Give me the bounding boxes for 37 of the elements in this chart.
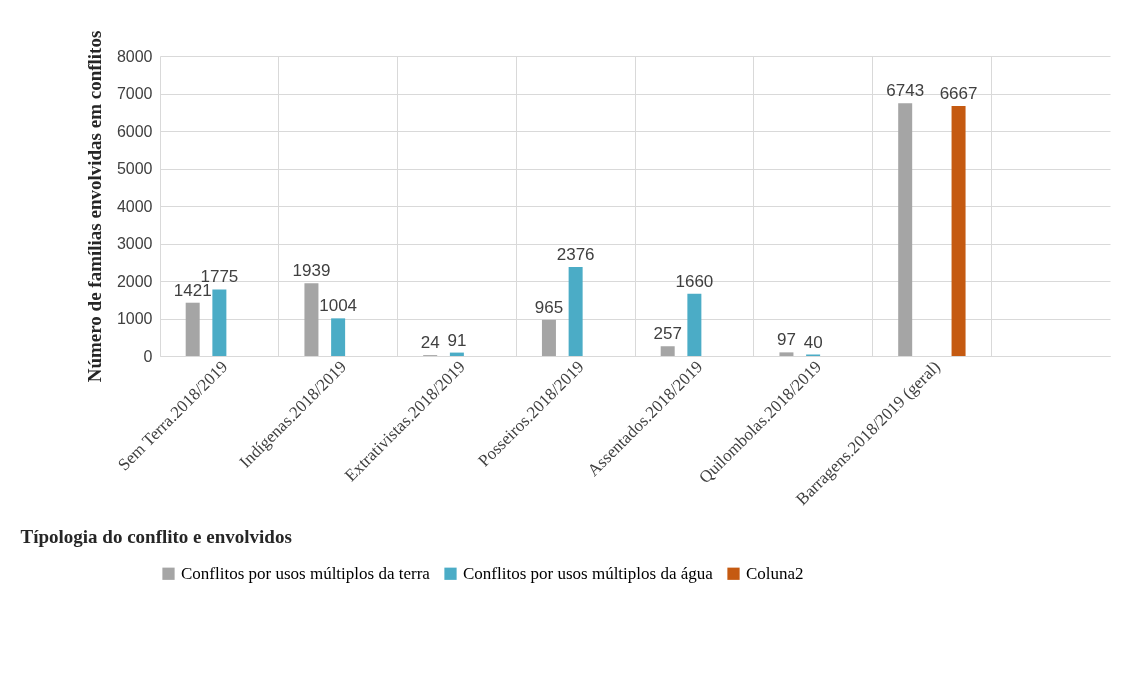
data-label: 1660	[675, 271, 714, 291]
data-label: 1004	[319, 296, 358, 316]
y-tick-label: 5000	[116, 160, 153, 177]
y-tick-label: 2000	[116, 272, 153, 290]
data-label: 965	[534, 297, 564, 317]
y-tick-label: 8000	[116, 47, 153, 65]
bar	[212, 289, 227, 356]
y-tick-label: 0	[143, 347, 153, 365]
data-label: 91	[447, 330, 467, 350]
data-label: 6667	[939, 83, 978, 103]
bar	[541, 319, 556, 356]
data-label: 40	[803, 332, 823, 352]
bar	[687, 293, 702, 356]
y-tick-label: 6000	[116, 122, 153, 140]
bar	[779, 352, 794, 356]
bar	[304, 283, 319, 356]
data-label: 2376	[556, 244, 595, 264]
data-label: 97	[776, 330, 796, 350]
bar	[568, 266, 583, 356]
legend-label: Conflitos por usos múltiplos da terra	[181, 563, 431, 583]
data-label: 6743	[886, 81, 925, 101]
bar	[185, 302, 200, 356]
data-label: 1939	[292, 261, 331, 281]
y-tick-label: 1000	[116, 310, 153, 327]
bar	[951, 105, 966, 356]
bar	[898, 103, 913, 356]
y-axis-title: Número de famílias envolvidas em conflitos	[83, 30, 105, 383]
y-tick-label: 3000	[116, 235, 153, 252]
data-label: 24	[420, 333, 440, 353]
bar	[331, 318, 346, 356]
y-tick-label: 7000	[116, 85, 153, 102]
legend-label: Conflitos por usos múltiplos da água	[463, 563, 714, 583]
legend-label: Coluna2	[746, 563, 804, 583]
x-axis-title: Típologia do conflito e envolvidos	[20, 526, 292, 548]
y-tick-label: 4000	[116, 197, 153, 215]
bar	[660, 346, 675, 356]
data-label: 257	[653, 324, 682, 344]
